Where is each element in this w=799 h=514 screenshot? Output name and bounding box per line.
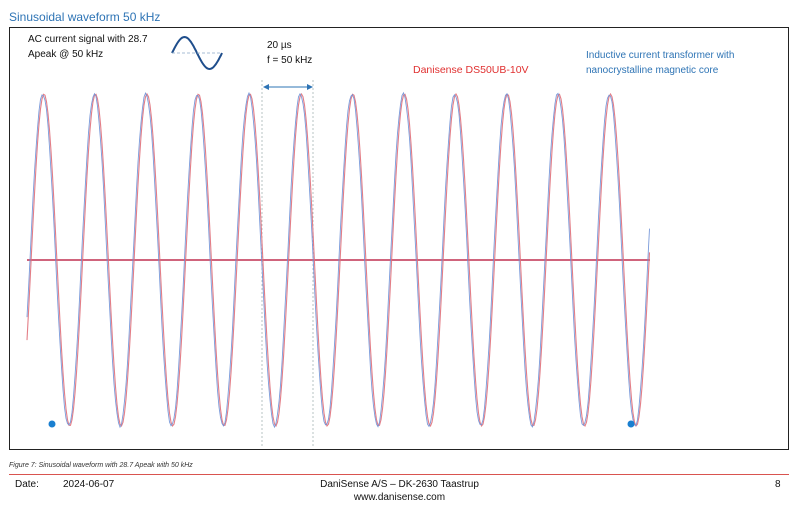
annotation-signal: AC current signal with 28.7 Apeak @ 50 k… [28, 34, 148, 60]
period-arrow-left-head [263, 84, 269, 90]
trace-series-1 [26, 92, 651, 427]
marker-dot-right [627, 420, 635, 428]
period-arrow-right-head [307, 84, 313, 90]
chart-heading: Sinusoidal waveform 50 kHz [9, 10, 161, 24]
footer-date-label: Date: [15, 479, 39, 490]
trace-series-2 [26, 91, 650, 429]
footer-date: 2024-06-07 [63, 479, 115, 490]
footer-page-number: 8 [775, 479, 781, 490]
annotation-frequency: f = 50 kHz [267, 55, 313, 66]
annotation-period-block: 20 µs f = 50 kHz [267, 38, 312, 68]
annotation-transformer: Inductive current transformer with nanoc… [586, 50, 735, 76]
footer-rule [9, 474, 789, 475]
annotation-device: Danisense DS50UB-10V [413, 64, 529, 76]
marker-dot-left [48, 420, 56, 428]
figure-caption: Figure 7: Sinusoidal waveform with 28.7 … [9, 462, 193, 469]
chart-frame [9, 27, 789, 450]
footer-company: DaniSense A/S – DK-2630 Taastrup [320, 479, 479, 490]
annotation-period: 20 µs [267, 40, 292, 51]
footer-url: www.danisense.com [353, 492, 446, 503]
